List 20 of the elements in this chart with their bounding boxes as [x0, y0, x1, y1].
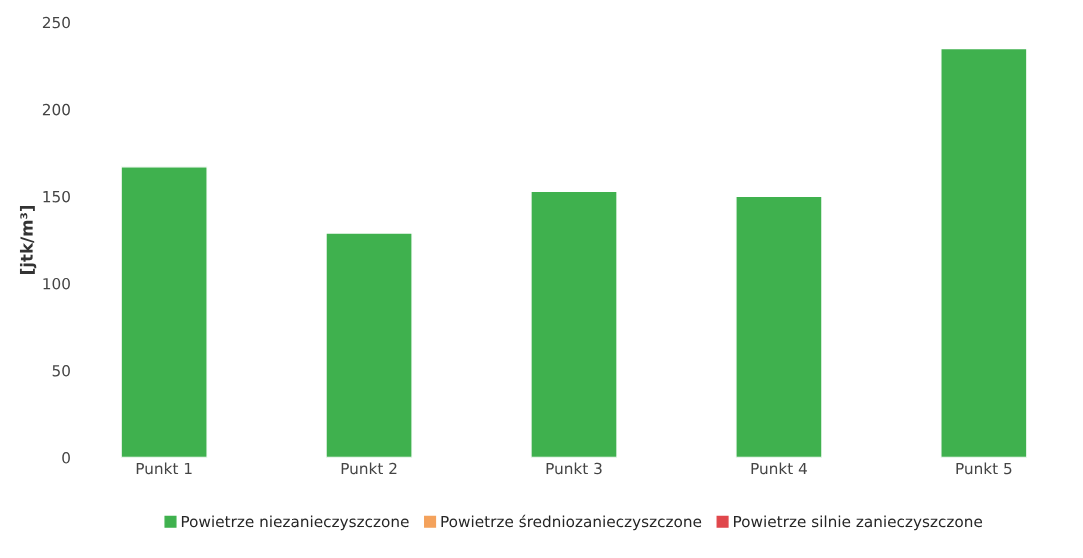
bar [120, 166, 208, 458]
bar [940, 47, 1028, 458]
y-tick-label: 200 [42, 103, 70, 116]
x-tick-label: Punkt 3 [546, 462, 602, 475]
legend-label: Powietrze średniozanieczyszczone [441, 514, 702, 531]
y-tick-label: 250 [42, 16, 70, 29]
legend-label: Powietrze niezanieczyszczone [181, 515, 409, 531]
x-tick-label: Punkt 4 [751, 462, 807, 475]
bar [735, 195, 823, 458]
x-tick-label: Punkt 2 [341, 462, 397, 475]
x-tick-label: Punkt 5 [956, 462, 1012, 475]
x-tick-label: Punkt 1 [136, 462, 192, 475]
y-tick-label: 100 [43, 277, 70, 290]
bar [530, 190, 618, 458]
y-tick-label: 150 [43, 190, 70, 203]
y-tick-label: 50 [52, 364, 70, 377]
y-tick-label: 0 [62, 452, 70, 464]
bar [325, 232, 413, 458]
legend-label: Powietrze silnie zanieczyszczone [734, 515, 983, 531]
y-axis-title: [jtk/m³] [19, 206, 37, 274]
